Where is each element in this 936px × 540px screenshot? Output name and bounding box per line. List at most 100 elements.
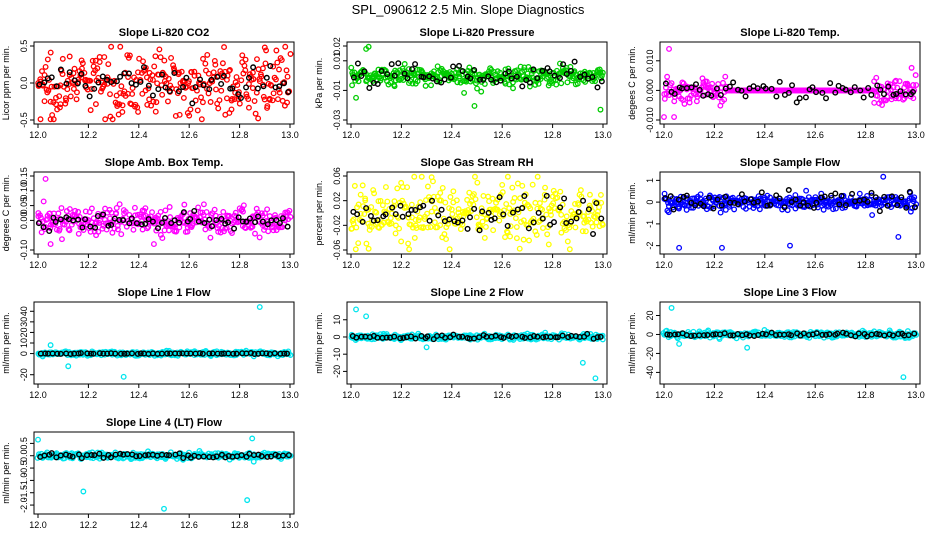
reference-point [399,213,406,220]
reference-point [397,335,404,342]
data-point [721,96,728,103]
reference-point [283,350,290,357]
reference-point [145,216,152,223]
data-point [353,224,360,231]
reference-point [451,218,458,225]
reference-point [772,332,779,339]
data-point [379,202,386,209]
data-point-outlier [42,176,49,182]
data-point-outlier [249,435,256,442]
y-tick-label: -0.10 [19,240,29,261]
reference-point [821,193,828,200]
data-point [229,96,236,102]
x-tick-label: 12.0 [655,130,673,140]
data-point [249,85,256,92]
reference-point [539,67,546,74]
reference-point [105,222,112,229]
reference-point [860,94,867,101]
reference-point [235,214,242,221]
reference-point [906,188,913,195]
data-point [159,235,166,242]
reference-point [36,81,43,88]
data-point [422,82,429,89]
reference-point [890,332,897,339]
data-point [485,193,492,200]
data-point-outlier [428,174,435,181]
reference-point [230,350,237,357]
data-point [41,98,48,105]
reference-point [96,350,103,357]
data-point [245,96,252,103]
data-point [474,85,481,92]
y-tick-label: -0.5 [19,112,29,128]
reference-point [276,220,283,227]
data-point [78,74,85,81]
y-axis-label: Licor ppm per min. [1,46,11,121]
data-point [211,206,218,213]
y-axis-label: ml/min per min. [627,312,637,374]
data-point [516,245,523,252]
data-point [116,201,123,208]
reference-point [551,72,558,79]
reference-point [206,454,213,461]
data-point [165,75,172,82]
data-point [504,173,511,180]
data-point [490,227,497,234]
reference-point [530,66,537,73]
x-tick-label: 12.8 [231,390,249,400]
reference-point [477,76,484,83]
reference-point [367,212,374,219]
data-point [152,108,159,115]
plot-frame [659,41,921,125]
data-point [66,81,73,88]
reference-point [889,193,896,200]
data-point [355,240,362,247]
reference-point [476,227,483,234]
data-point [406,246,413,253]
reference-point [354,211,361,218]
data-point [40,198,47,205]
data-point [202,60,209,67]
reference-point [671,90,678,97]
data-point [532,199,539,206]
data-point [424,183,431,190]
reference-point [175,88,182,95]
data-point [78,57,85,64]
panel-title: Slope Line 3 Flow [744,287,837,299]
reference-point [121,70,128,77]
data-point-outlier [80,488,87,495]
reference-point [667,193,674,200]
reference-point [277,350,284,357]
reference-point [792,196,799,203]
data-point [597,191,604,198]
data-point [896,78,903,85]
reference-point [214,73,221,80]
data-point-outlier [592,375,599,382]
data-point [480,192,487,199]
reference-point [166,88,173,95]
reference-point [90,350,97,357]
data-point [153,99,160,106]
x-tick-label: 12.8 [231,260,249,270]
data-point [510,85,516,92]
data-point [384,198,391,205]
reference-point [480,76,487,83]
reference-point [99,73,106,80]
reference-point [108,221,115,228]
reference-point [118,350,125,357]
reference-point [250,64,257,71]
data-point [577,187,584,194]
y-tick-label: -0.03 [332,110,342,131]
reference-point [191,207,198,214]
data-point [184,224,191,231]
reference-point [873,330,880,337]
data-point [437,189,444,196]
reference-point [273,217,280,224]
data-point [702,197,709,204]
data-point [479,218,486,225]
y-axis-label: ml/min per min. [1,442,11,504]
data-point [284,73,291,80]
data-point [131,204,138,211]
reference-point [513,332,520,339]
reference-point [159,71,166,78]
